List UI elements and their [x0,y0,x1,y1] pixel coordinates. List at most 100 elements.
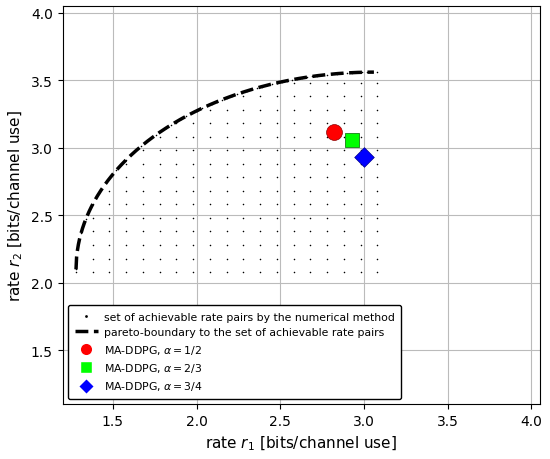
Point [192,108,201,115]
Point [157,128,166,135]
Point [189,242,197,249]
Point [288,77,296,84]
Point [289,202,298,209]
Point [356,228,365,235]
Point [356,188,365,195]
Point [89,269,97,276]
Point [189,161,197,168]
Point [72,266,80,274]
Point [206,228,214,235]
Point [167,122,176,129]
Point [298,75,306,83]
Point [105,188,114,195]
Point [373,147,382,155]
Legend: set of achievable rate pairs by the numerical method, pareto-boundary to the set: set of achievable rate pairs by the nume… [68,306,401,399]
Point [189,269,197,276]
Point [105,255,114,263]
Point [306,188,315,195]
Point [122,188,130,195]
Point [343,70,351,78]
Point [239,202,248,209]
Point [105,215,114,222]
Point [212,99,221,106]
Point [222,174,231,182]
Point [102,180,111,187]
Point [239,255,248,263]
Point [339,228,348,235]
Point [289,188,298,195]
Point [222,228,231,235]
Point [256,202,265,209]
Point [122,161,130,168]
Point [373,215,382,222]
Point [147,135,156,143]
Point [323,174,332,182]
Point [339,121,348,128]
Point [239,161,248,168]
Point [248,87,256,94]
Point [189,215,197,222]
Point [155,174,164,182]
Point [206,161,214,168]
Point [289,215,298,222]
Point [139,147,147,155]
Point [339,80,348,87]
Point [239,94,248,101]
Point [323,269,332,276]
Point [363,69,372,77]
Point [256,161,265,168]
Point [356,80,365,87]
Point [373,269,382,276]
Point [267,81,276,89]
Point [356,215,365,222]
Point [356,107,365,114]
Point [222,134,231,141]
Point [306,174,315,182]
Point [172,147,181,155]
Point [360,154,368,162]
Point [189,202,197,209]
Point [277,79,286,86]
Point [105,242,114,249]
Point [172,202,181,209]
Point [97,187,106,194]
Point [348,137,356,144]
Point [256,255,265,263]
Point [89,228,97,235]
Point [323,94,332,101]
Point [306,215,315,222]
Point [155,161,164,168]
Point [272,161,281,168]
Point [222,255,231,263]
Point [222,202,231,209]
Point [373,242,382,249]
Point [206,121,214,128]
Point [348,70,356,77]
Point [122,228,130,235]
Point [272,121,281,128]
Point [323,228,332,235]
Point [356,174,365,182]
Point [243,88,251,95]
Point [189,228,197,235]
Point [339,134,348,141]
Point [272,107,281,114]
Point [222,215,231,222]
Point [323,161,332,168]
Point [339,107,348,114]
Point [272,80,281,87]
Point [87,204,96,212]
Point [139,215,147,222]
Point [239,228,248,235]
Point [206,202,214,209]
Point [289,174,298,182]
Point [356,255,365,263]
Point [373,255,382,263]
Point [222,95,231,102]
Point [373,107,382,114]
Point [339,202,348,209]
Point [306,121,315,128]
Point [189,147,197,155]
Point [373,228,382,235]
Point [222,269,231,276]
